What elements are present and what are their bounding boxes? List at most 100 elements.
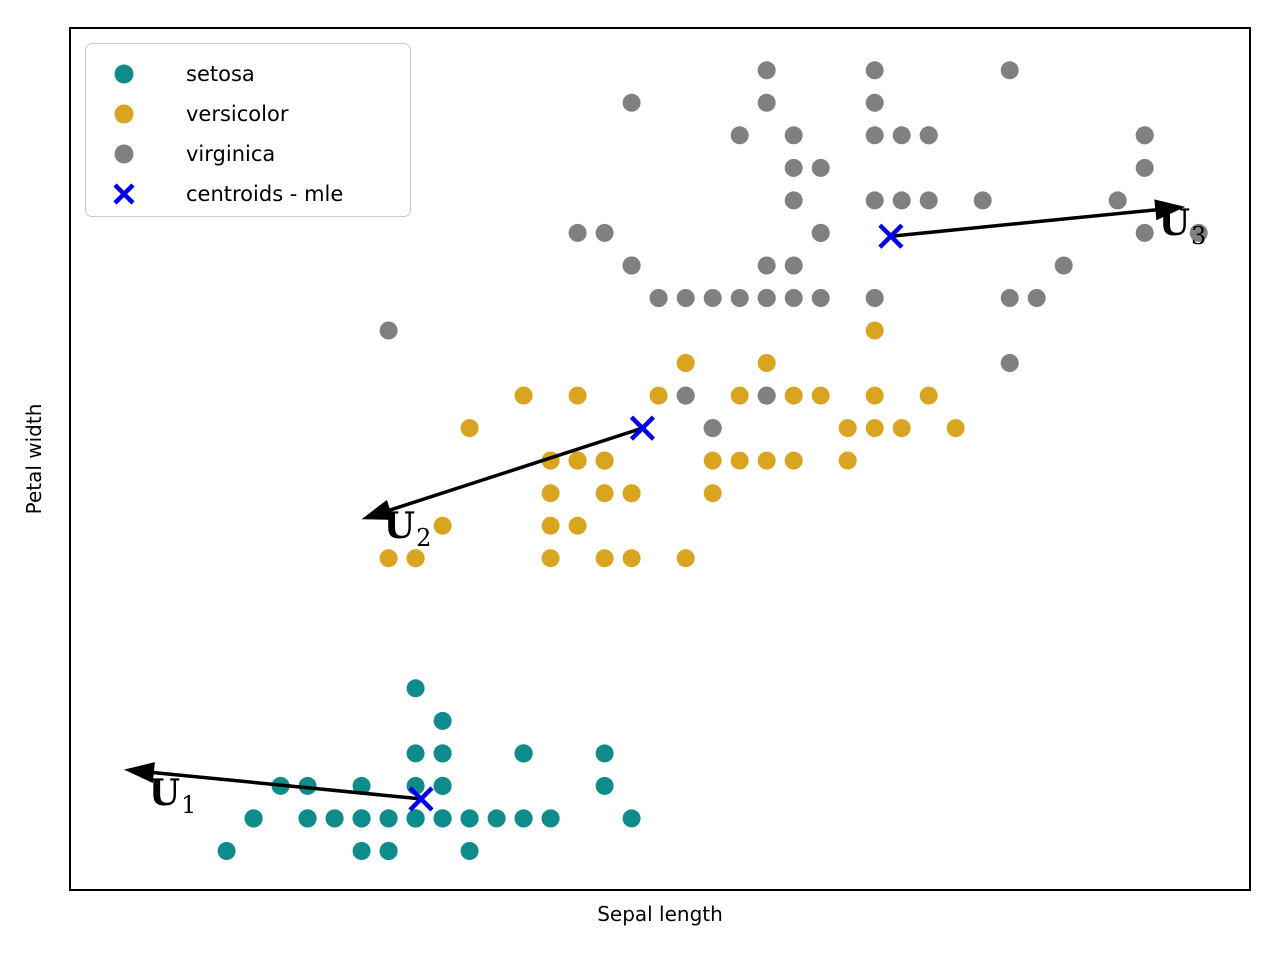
point-versicolor [757, 451, 776, 470]
point-setosa [433, 809, 452, 828]
arrow-label-u1: U1 [148, 771, 197, 819]
legend-item-virginica: virginica [100, 134, 410, 174]
point-virginica [1054, 256, 1073, 275]
point-virginica [1027, 289, 1046, 307]
point-virginica [676, 289, 695, 307]
point-virginica [730, 289, 749, 307]
y-axis-label: Petal width [22, 403, 46, 515]
point-versicolor [730, 386, 749, 405]
point-virginica [1000, 354, 1019, 372]
point-setosa [460, 809, 479, 828]
point-versicolor [595, 451, 614, 470]
point-virginica [1108, 191, 1127, 210]
point-versicolor [946, 419, 965, 438]
point-versicolor [703, 484, 722, 503]
point-versicolor [865, 386, 884, 405]
point-setosa [298, 809, 317, 828]
point-setosa [487, 809, 506, 828]
point-virginica [919, 191, 938, 210]
arrow-head-3 [1154, 199, 1186, 221]
point-setosa [433, 776, 452, 795]
point-versicolor [406, 549, 425, 568]
point-setosa [379, 842, 398, 860]
point-virginica [1135, 158, 1154, 177]
point-setosa [514, 744, 533, 763]
point-versicolor [676, 354, 695, 372]
legend-label: centroids - mle [186, 182, 344, 206]
point-virginica [757, 386, 776, 405]
point-setosa [352, 809, 371, 828]
point-virginica [730, 126, 749, 145]
centroid-marker [408, 786, 434, 812]
point-setosa [406, 809, 425, 828]
point-setosa [352, 842, 371, 860]
point-versicolor [838, 451, 857, 470]
point-virginica [784, 126, 803, 145]
point-versicolor [433, 516, 452, 535]
point-versicolor [460, 419, 479, 438]
point-virginica [892, 126, 911, 145]
point-virginica [622, 256, 641, 275]
point-virginica [379, 321, 398, 340]
point-virginica [676, 386, 695, 405]
point-versicolor [379, 549, 398, 568]
point-virginica [865, 61, 884, 80]
point-virginica [595, 223, 614, 242]
point-versicolor [784, 386, 803, 405]
point-setosa [379, 809, 398, 828]
point-versicolor [622, 549, 641, 568]
arrow-shaft-1 [149, 770, 422, 801]
point-virginica [757, 289, 776, 307]
point-virginica [757, 93, 776, 112]
point-virginica [919, 126, 938, 145]
point-virginica [1135, 223, 1154, 242]
point-setosa [433, 744, 452, 763]
arrow-shaft-3 [890, 207, 1160, 238]
legend-item-versicolor: versicolor [100, 94, 410, 134]
point-virginica [973, 191, 992, 210]
x-marker-icon [100, 182, 148, 206]
point-setosa [217, 842, 236, 860]
legend-label: versicolor [186, 102, 289, 126]
point-virginica [811, 289, 830, 307]
legend-item-setosa: setosa [100, 54, 410, 94]
point-setosa [298, 776, 317, 795]
point-virginica [784, 158, 803, 177]
dot-marker-icon [100, 142, 148, 166]
point-virginica [1000, 61, 1019, 80]
point-virginica [865, 191, 884, 210]
point-virginica [757, 256, 776, 275]
point-virginica [784, 191, 803, 210]
point-virginica [757, 61, 776, 80]
point-versicolor [811, 386, 830, 405]
point-versicolor [541, 484, 560, 503]
legend-item-centroids-mle: centroids - mle [100, 174, 410, 214]
point-versicolor [514, 386, 533, 405]
point-versicolor [649, 386, 668, 405]
point-versicolor [730, 451, 749, 470]
point-virginica [703, 289, 722, 307]
point-versicolor [703, 451, 722, 470]
centroid-marker [629, 415, 656, 441]
point-setosa [352, 776, 371, 795]
arrow-shaft-2 [385, 426, 643, 513]
dot-marker-icon [100, 62, 148, 86]
point-setosa [433, 711, 452, 730]
plot-border [69, 27, 1251, 891]
point-setosa [595, 776, 614, 795]
point-versicolor [568, 451, 587, 470]
point-versicolor [622, 484, 641, 503]
point-virginica [865, 126, 884, 145]
legend-label: virginica [186, 142, 276, 166]
point-versicolor [838, 419, 857, 438]
dot-marker-icon [100, 102, 148, 126]
point-versicolor [595, 549, 614, 568]
point-virginica [622, 93, 641, 112]
point-virginica [811, 223, 830, 242]
point-versicolor [568, 386, 587, 405]
point-setosa [541, 809, 560, 828]
point-setosa [622, 809, 641, 828]
point-versicolor [568, 516, 587, 535]
point-virginica [1135, 126, 1154, 145]
arrow-label-u3: U3 [1158, 202, 1207, 250]
